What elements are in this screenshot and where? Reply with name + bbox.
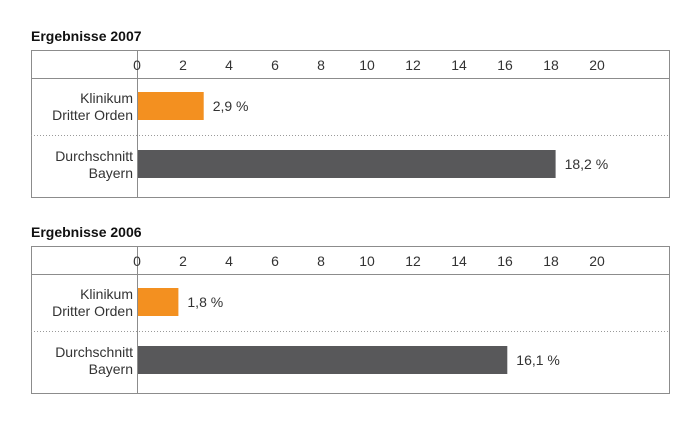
x-tick-label: 2	[179, 253, 187, 269]
bar	[138, 92, 204, 120]
data-label: 18,2 %	[565, 156, 609, 172]
x-tick-label: 12	[405, 57, 421, 73]
bar-chart-2007: 0 2 4 6 8 10 12 14 16 18 20 Klinikum Dritter Orden 2,…	[31, 50, 670, 198]
x-tick-label: 10	[359, 57, 375, 73]
x-tick-label: 14	[451, 57, 467, 73]
x-tick-label: 16	[497, 57, 513, 73]
x-tick-label: 8	[317, 253, 325, 269]
chart-title-2006: Ergebnisse 2006	[31, 224, 142, 240]
x-tick-label: 10	[359, 253, 375, 269]
data-label: 16,1 %	[516, 352, 560, 368]
x-tick-label: 4	[225, 253, 233, 269]
chart-frame	[31, 50, 670, 198]
x-tick-label: 16	[497, 253, 513, 269]
bar-chart-2006: 0 2 4 6 8 10 12 14 16 18 20 Klinikum Dritter Orden 1,…	[31, 246, 670, 394]
x-tick-label: 4	[225, 57, 233, 73]
bar	[138, 150, 556, 178]
bar	[138, 346, 508, 374]
x-tick-label: 20	[589, 253, 605, 269]
x-tick-label: 12	[405, 253, 421, 269]
data-label: 2,9 %	[213, 98, 249, 114]
bar	[138, 288, 179, 316]
x-tick-label: 0	[133, 253, 141, 269]
x-tick-label: 2	[179, 57, 187, 73]
chart-title-2007: Ergebnisse 2007	[31, 28, 142, 44]
x-tick-label: 18	[543, 253, 559, 269]
x-tick-label: 18	[543, 57, 559, 73]
category-label: Klinikum Dritter Orden	[52, 90, 133, 123]
x-tick-label: 20	[589, 57, 605, 73]
data-label: 1,8 %	[187, 294, 223, 310]
category-label: Durchschnitt Bayern	[55, 344, 133, 377]
x-tick-label: 8	[317, 57, 325, 73]
chart-frame	[31, 246, 670, 394]
x-tick-label: 6	[271, 253, 279, 269]
x-tick-label: 14	[451, 253, 467, 269]
x-tick-label: 0	[133, 57, 141, 73]
x-tick-label: 6	[271, 57, 279, 73]
category-label: Durchschnitt Bayern	[55, 148, 133, 181]
category-label: Klinikum Dritter Orden	[52, 286, 133, 319]
